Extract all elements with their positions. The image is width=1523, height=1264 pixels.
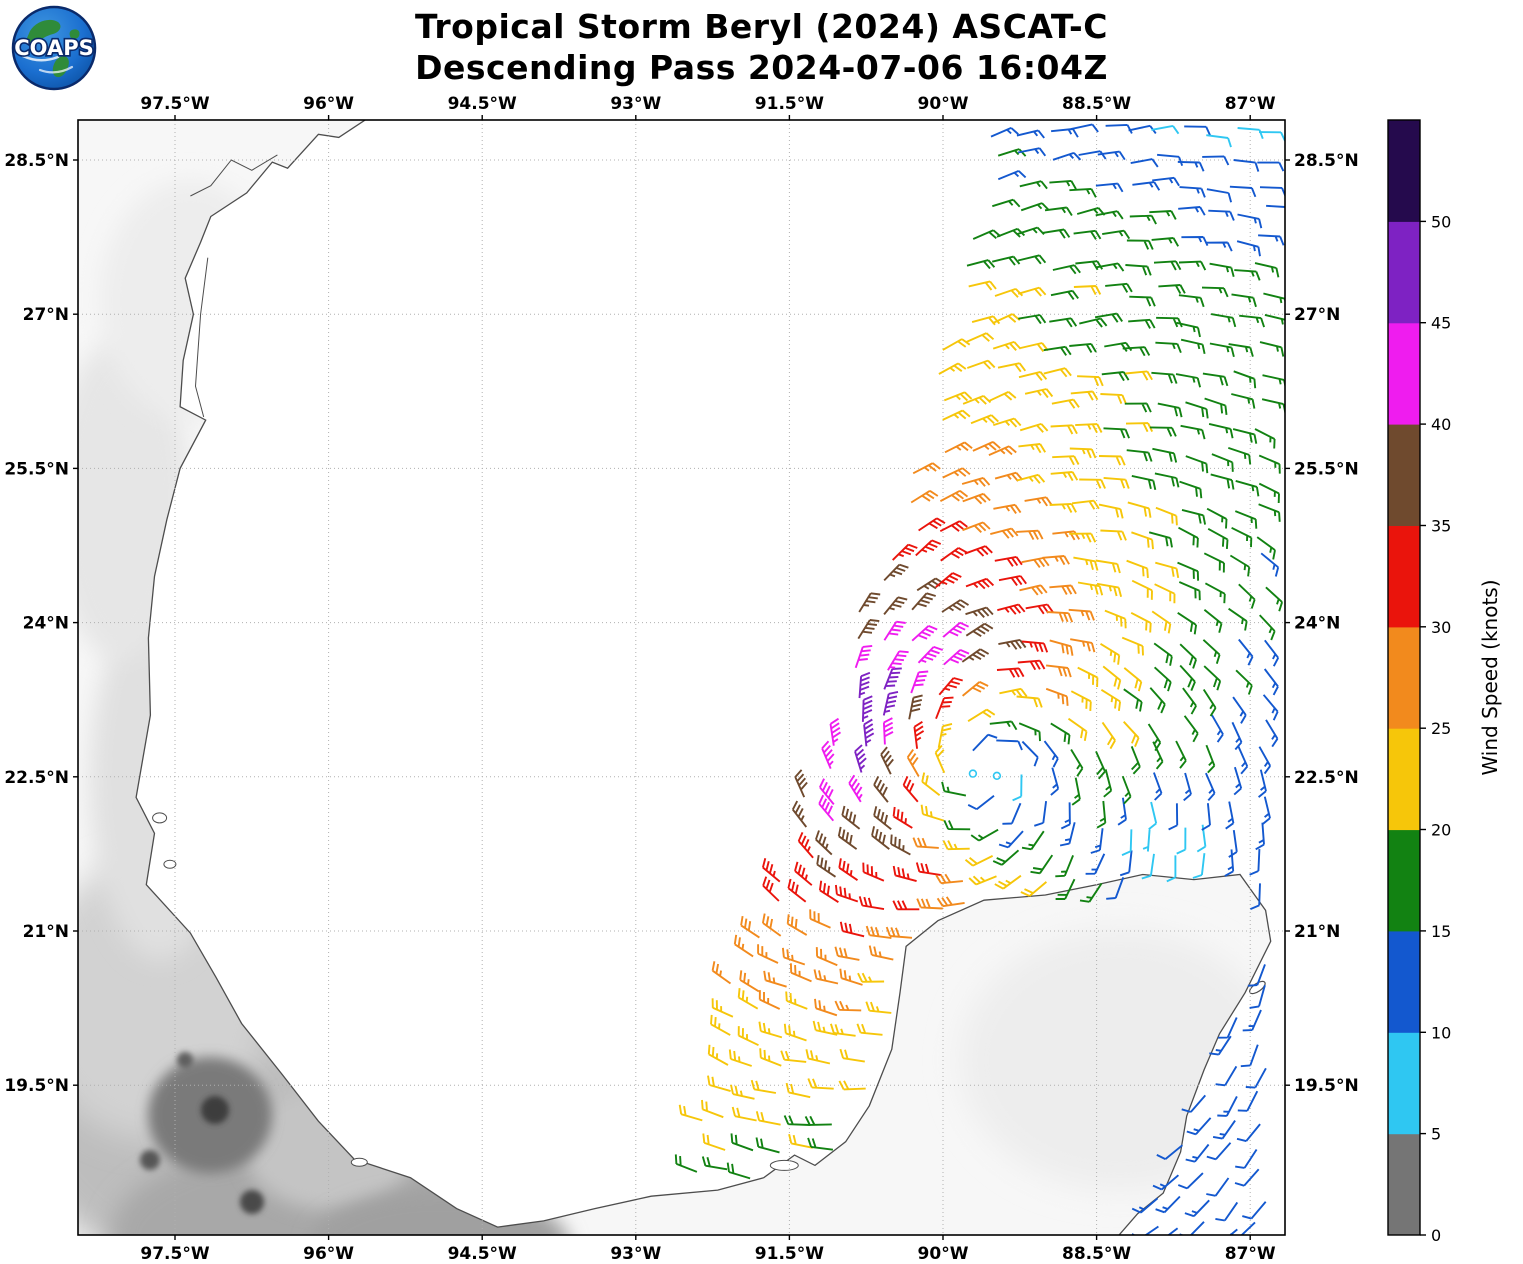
colorbar-segment	[1388, 930, 1420, 1033]
colorbar-segment	[1388, 120, 1420, 222]
colorbar-segment	[1388, 322, 1420, 425]
colorbar-segment	[1388, 728, 1420, 831]
colorbar-segment	[1388, 1032, 1420, 1135]
colorbar-tick-label: 25	[1431, 719, 1451, 738]
logo-cloud-swirl	[38, 65, 74, 74]
colorbar-tick-label: 30	[1431, 618, 1451, 637]
colorbar-axis-label: Wind Speed (knots)	[1478, 579, 1502, 775]
lon-tick-label-top: 97.5°W	[140, 94, 209, 114]
colorbar: 0 5 10 15 20 25 30 35 40 45 50 Wind Speed (knots)	[1387, 119, 1502, 1245]
colorbar-tick-label: 40	[1431, 415, 1451, 434]
lat-tick-label-left: 21°N	[23, 922, 69, 942]
plot-frame	[77, 119, 1286, 1236]
colorbar-tick-label: 45	[1431, 314, 1451, 333]
logo-cloud-swirl	[21, 54, 60, 62]
colorbar-tick-label: 15	[1431, 922, 1451, 941]
colorbar-tick-label: 35	[1431, 517, 1451, 536]
lon-tick-label-top: 87°W	[1225, 94, 1276, 114]
logo-continent-east	[69, 29, 80, 39]
title-line-1: Tropical Storm Beryl (2024) ASCAT-C	[415, 7, 1108, 46]
lat-tick-label-left: 24°N	[23, 614, 69, 634]
lat-tick-label-left: 19.5°N	[4, 1076, 69, 1096]
terrain-shading	[78, 180, 1271, 1238]
lon-tick-label-bottom: 96°W	[303, 1244, 354, 1264]
lon-tick-label-bottom: 97.5°W	[140, 1244, 209, 1264]
lat-tick-label-right: 25.5°N	[1294, 459, 1359, 479]
title-line-2: Descending Pass 2024-07-06 16:04Z	[415, 48, 1108, 87]
lat-tick-label-right: 21°N	[1294, 922, 1340, 942]
lat-tick-label-right: 27°N	[1294, 305, 1340, 325]
colorbar-tick-label: 50	[1431, 212, 1451, 231]
colorbar-segment	[1388, 525, 1420, 628]
lat-tick-label-left: 28.5°N	[4, 151, 69, 171]
lon-tick-label-bottom: 91.5°W	[755, 1244, 824, 1264]
colorbar-frame	[1387, 119, 1421, 1236]
lat-tick-label-left: 27°N	[23, 305, 69, 325]
logo-text: COAPS	[14, 36, 93, 60]
lon-tick-label-top: 90°W	[918, 94, 969, 114]
lon-tick-label-bottom: 88.5°W	[1062, 1244, 1131, 1264]
lat-tick-label-right: 19.5°N	[1294, 1076, 1359, 1096]
colorbar-tick-label: 20	[1431, 821, 1451, 840]
lon-tick-label-top: 96°W	[303, 94, 354, 114]
lon-tick-label-bottom: 87°W	[1225, 1244, 1276, 1264]
colorbar-segment	[1388, 221, 1420, 324]
wind-barbs	[674, 123, 1285, 1235]
lon-tick-label-top: 93°W	[610, 94, 661, 114]
lon-tick-label-bottom: 94.5°W	[448, 1244, 517, 1264]
lat-tick-label-left: 25.5°N	[4, 459, 69, 479]
lon-tick-label-top: 88.5°W	[1062, 94, 1131, 114]
lat-tick-label-right: 22.5°N	[1294, 768, 1359, 788]
axes: 97.5°W 97.5°W 96°W 96°W 94.5°W 94.5°W 93°W 93°W…	[4, 94, 1358, 1264]
colorbar-tick-label: 0	[1431, 1226, 1441, 1245]
lon-tick-label-top: 91.5°W	[755, 94, 824, 114]
logo-continent-north	[26, 19, 61, 47]
lat-tick-label-right: 24°N	[1294, 614, 1340, 634]
colorbar-tick-label: 10	[1431, 1023, 1451, 1042]
colorbar-segment	[1388, 626, 1420, 729]
lon-tick-label-bottom: 90°W	[918, 1244, 969, 1264]
lat-tick-label-right: 28.5°N	[1294, 151, 1359, 171]
colorbar-segment	[1388, 1133, 1420, 1236]
lon-tick-label-bottom: 93°W	[610, 1244, 661, 1264]
lon-tick-label-top: 94.5°W	[448, 94, 517, 114]
coaps-logo: COAPS	[11, 5, 97, 91]
figure-title: Tropical Storm Beryl (2024) ASCAT-C Desc…	[0, 6, 1523, 88]
land-layer	[78, 120, 1271, 1235]
colorbar-tick-label: 5	[1431, 1125, 1441, 1144]
coastline	[135, 120, 1272, 1235]
lat-tick-label-left: 22.5°N	[4, 768, 69, 788]
colorbar-segment	[1388, 424, 1420, 526]
colorbar-segment	[1388, 829, 1420, 932]
